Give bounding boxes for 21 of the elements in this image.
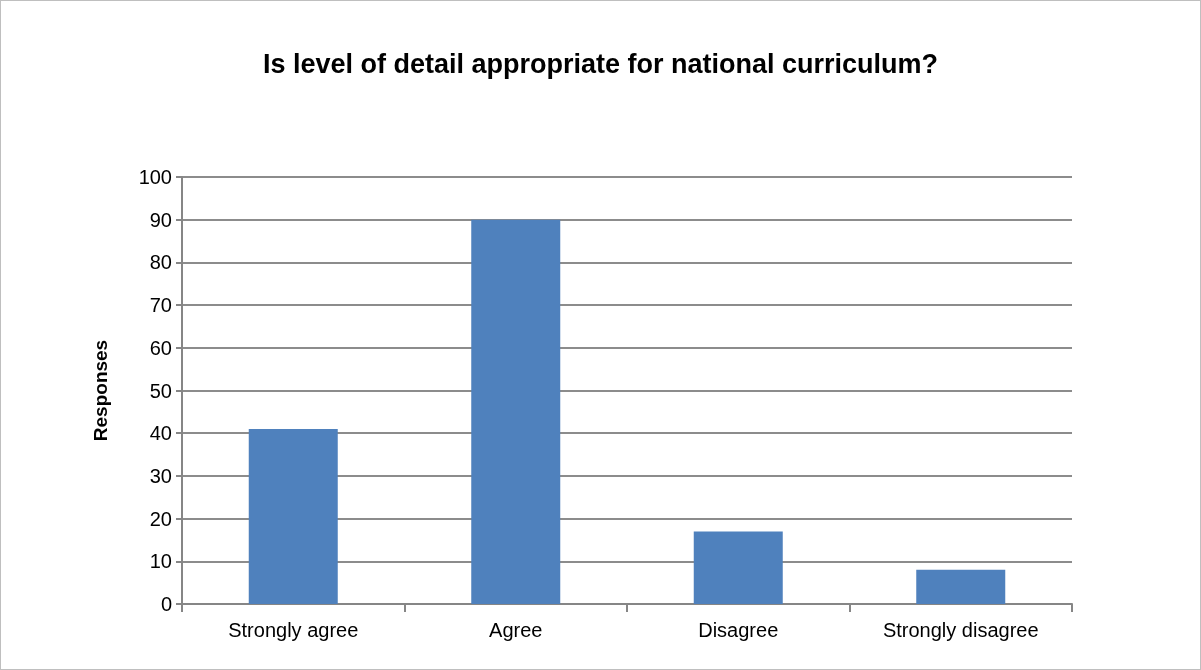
y-tick-label: 60 bbox=[149, 336, 172, 359]
y-axis-title: Responses bbox=[90, 339, 111, 442]
chart-title: Is level of detail appropriate for national curriculum? bbox=[262, 48, 939, 79]
y-tick-label: 90 bbox=[149, 208, 172, 231]
bar bbox=[471, 219, 561, 604]
y-tick-label: 30 bbox=[149, 464, 172, 487]
y-tick-label: 20 bbox=[149, 507, 172, 530]
y-tick-label: 80 bbox=[149, 251, 172, 274]
x-tick-label: Disagree bbox=[698, 619, 779, 641]
x-tick-label: Agree bbox=[489, 619, 543, 641]
y-tick-label: 0 bbox=[160, 593, 172, 615]
x-tick-label: Strongly agree bbox=[228, 619, 359, 641]
y-tick-label: 100 bbox=[138, 166, 172, 188]
bar bbox=[248, 428, 338, 604]
y-tick-label: 70 bbox=[149, 294, 172, 317]
bar bbox=[693, 531, 783, 604]
y-tick-label: 40 bbox=[149, 422, 172, 445]
x-tick-label: Strongly disagree bbox=[882, 619, 1039, 641]
y-tick-label: 50 bbox=[149, 379, 172, 402]
y-tick-label: 10 bbox=[149, 550, 172, 573]
bar bbox=[916, 569, 1006, 604]
